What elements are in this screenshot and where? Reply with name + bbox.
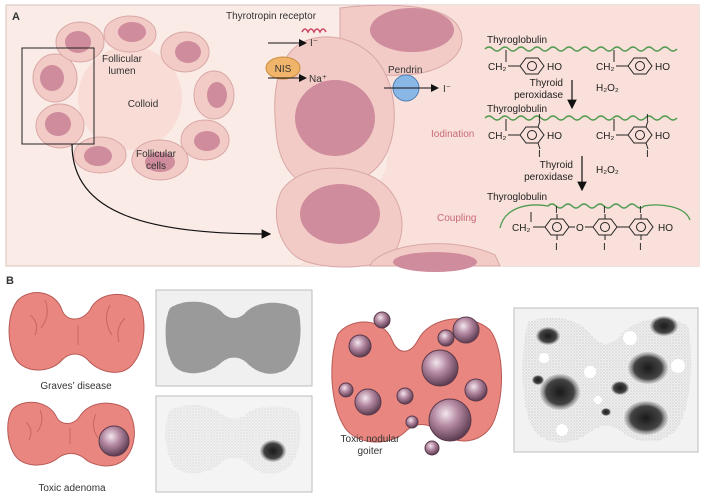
zoom-box	[21, 47, 95, 145]
panel-a: A	[5, 4, 700, 272]
follicular-lumen-label: Follicular	[102, 54, 143, 65]
membrane-transport: Thyrotropin receptor I⁻ NIS Na⁺ Pendrin …	[226, 11, 451, 102]
panel-b-letter: B	[6, 275, 14, 287]
coupled-ring-inner-c	[636, 222, 646, 232]
iodine-mark-3c-bottom: I	[639, 242, 642, 253]
iodine-mark-3a-top: I	[555, 205, 558, 216]
nodular-goiter-caption-2: goiter	[357, 446, 383, 457]
tyrosine-ring-2b	[627, 126, 653, 144]
thyrotropin-receptor-icon	[301, 28, 327, 34]
ch2-label-2b: CH₂	[596, 131, 614, 142]
follicular-cells-label: Follicular	[136, 149, 177, 160]
thyroglobulin-label-3: Thyroglobulin	[487, 192, 547, 203]
iodine-bond-2a-bottom	[537, 142, 541, 150]
iodine-bond-2b-bottom	[645, 142, 649, 150]
nodular-goiter-illustration	[331, 311, 502, 456]
thyroglobulin-chain-3	[499, 203, 691, 229]
iodine-mark-3b-bottom: I	[603, 242, 606, 253]
adenoma-scan	[155, 395, 313, 493]
main-cell-nucleus	[295, 80, 375, 156]
iodine-mark-2b-top: I	[646, 113, 649, 124]
iodine-mark-3c-top: I	[639, 205, 642, 216]
colloid-lumen	[78, 46, 182, 150]
zoom-arrow	[71, 143, 272, 239]
hormone-synthesis-reactions: Thyroglobulin CH₂ HO CH₂ HO Thyroid pero…	[431, 35, 691, 253]
h2o2-label-1: H₂O₂	[596, 83, 619, 94]
ch2-label-3: CH₂	[512, 223, 530, 234]
tyrosine-ring-2a	[519, 126, 545, 144]
pendrin-label: Pendrin	[388, 65, 422, 76]
iodine-bond-2a-top	[537, 120, 541, 128]
iodide-out-label: I⁻	[443, 84, 451, 95]
graves-scan	[155, 289, 313, 387]
thyroglobulin-label-1: Thyroglobulin	[487, 35, 547, 46]
h2o2-label-2: H₂O₂	[596, 165, 619, 176]
enzyme-label-1b: peroxidase	[514, 90, 563, 101]
panel-a-letter: A	[12, 11, 20, 23]
coupling-label: Coupling	[437, 213, 476, 224]
iodination-label: Iodination	[431, 129, 474, 140]
graves-caption: Graves’ disease	[40, 381, 112, 392]
iodine-mark-3a-bottom: I	[555, 242, 558, 253]
iodide-in-label: I⁻	[310, 38, 318, 49]
thyroglobulin-chain-1	[484, 46, 678, 52]
thyroglobulin-chain-2	[484, 115, 678, 121]
ho-label-1a: HO	[547, 62, 562, 73]
tyrosine-ring-1b	[627, 57, 653, 75]
nodular-goiter-scan	[513, 307, 699, 453]
coupled-ring-c	[628, 218, 654, 236]
tyrosine-ring-inner-1a	[527, 61, 537, 71]
enzyme-label-1a: Thyroid	[530, 78, 563, 89]
follicle-diagram: Follicular lumen Colloid Follicular cell…	[21, 15, 272, 239]
nodular-goiter-caption: Toxic nodular	[341, 434, 401, 445]
enzyme-label-2a: Thyroid	[540, 160, 573, 171]
ho-label-2b: HO	[655, 131, 670, 142]
tyrosine-ring-inner-2a	[527, 130, 537, 140]
ho-label-1b: HO	[655, 62, 670, 73]
nis-transporter	[265, 56, 301, 80]
coupled-ring-inner-a	[552, 222, 562, 232]
iodine-bond-2b-top	[645, 120, 649, 128]
tyrosine-ring-inner-2b	[635, 130, 645, 140]
lower-cell-nucleus	[300, 184, 380, 244]
tyrosine-ring-inner-1b	[635, 61, 645, 71]
ch2-label-1a: CH₂	[488, 62, 506, 73]
magnified-cells	[274, 4, 699, 272]
nis-label: NIS	[275, 64, 292, 75]
follicular-cells-label-2: cells	[146, 161, 166, 172]
bottom-cell-nucleus	[393, 252, 477, 272]
panel-b: B Graves’ disease Toxic adenoma	[6, 275, 699, 494]
ch2-label-1b: CH₂	[596, 62, 614, 73]
thyroglobulin-label-2: Thyroglobulin	[487, 104, 547, 115]
ether-oxygen-label: O	[576, 223, 584, 234]
follicular-lumen-label-2: lumen	[108, 66, 135, 77]
iodine-mark-2a-bottom: I	[538, 149, 541, 160]
upper-cell-nucleus	[370, 8, 454, 52]
ho-label-3: HO	[658, 223, 673, 234]
tyrosine-ring-1a	[519, 57, 545, 75]
coupled-ring-inner-b	[600, 222, 610, 232]
thyrotropin-receptor-label: Thyrotropin receptor	[226, 11, 317, 22]
enzyme-label-2b: peroxidase	[524, 172, 573, 183]
iodine-mark-2b-bottom: I	[646, 149, 649, 160]
colloid-label: Colloid	[128, 99, 159, 110]
iodine-mark-2a-top: I	[538, 113, 541, 124]
adenoma-thyroid-illustration	[7, 401, 135, 467]
graves-thyroid-illustration	[8, 292, 145, 373]
ho-label-2a: HO	[547, 131, 562, 142]
ch2-label-2a: CH₂	[488, 131, 506, 142]
adenoma-caption: Toxic adenoma	[38, 483, 106, 494]
iodine-mark-3b-top: I	[603, 205, 606, 216]
sodium-label: Na⁺	[309, 74, 327, 85]
